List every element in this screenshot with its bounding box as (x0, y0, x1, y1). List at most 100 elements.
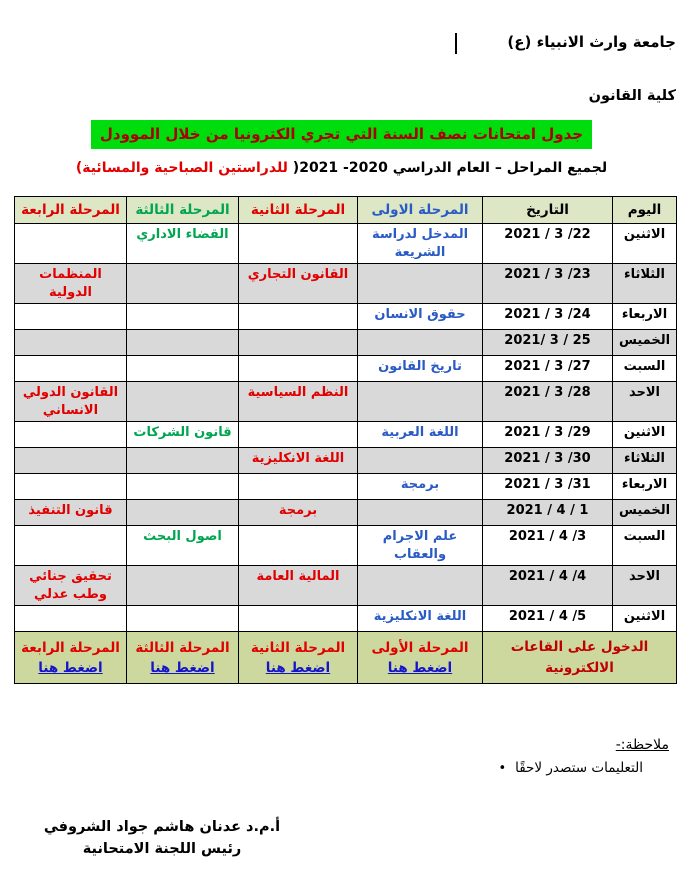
note-text: التعليمات ستصدر لاحقًا (515, 760, 643, 776)
footer-stage-label: المرحلة الثالثة (135, 639, 230, 656)
subject-cell-stage1: اللغة العربية (357, 421, 483, 449)
subject-cell-stage2 (238, 525, 358, 567)
footer-stage-label: المرحلة الرابعة (21, 639, 120, 656)
footer-stage-cell-1: المرحلة الأولى اضغط هنا (357, 631, 483, 684)
table-row: الاحد 4/ 4 / 2021 المالية العامة تحقيق جنائ… (14, 565, 677, 607)
subject-cell-stage3 (126, 381, 239, 423)
day-cell: الاربعاء (612, 303, 677, 331)
date-cell: 30/ 3 / 2021 (482, 447, 613, 475)
subject-cell-stage2: النظم السياسية (238, 381, 358, 423)
document-title-wrap: جدول امتحانات نصف السنة التي تجري الكترو… (0, 120, 683, 149)
subject-cell-stage2 (238, 329, 358, 357)
column-header-5: المرحلة الرابعة (14, 196, 127, 224)
subject-cell-stage2: القانون التجاري (238, 263, 358, 305)
click-here-link-stage2[interactable]: اضغط هنا (265, 659, 331, 676)
table-row: السبت 27/ 3 / 2021 تاريخ القانون (14, 355, 677, 383)
exam-schedule-table: اليوم التاريخ المرحلة الاولى المرحلة الثاني… (14, 196, 677, 684)
table-header-row: اليوم التاريخ المرحلة الاولى المرحلة الثاني… (14, 196, 677, 224)
electronic-halls-label: الدخول على القاعات الالكترونية (482, 631, 677, 684)
subject-cell-stage1 (357, 565, 483, 607)
subject-cell-stage3 (126, 329, 239, 357)
subject-cell-stage4 (14, 473, 127, 501)
table-row: الخميس 1 / 4 / 2021 برمجة قانون التنفيذ (14, 499, 677, 527)
subject-cell-stage2: اللغة الانكليزية (238, 447, 358, 475)
table-row: الاحد 28/ 3 / 2021 النظم السياسية القانون ا… (14, 381, 677, 423)
day-cell: الاثنين (612, 421, 677, 449)
subject-cell-stage4: تحقيق جنائي وطب عدلي (14, 565, 127, 607)
subject-cell-stage4: المنظمات الدولية (14, 263, 127, 305)
subject-cell-stage2 (238, 473, 358, 501)
university-name: جامعة وارث الانبياء (ع) (507, 33, 676, 51)
page-title: جدول امتحانات نصف السنة التي تجري الكترو… (90, 120, 593, 149)
subject-cell-stage4 (14, 447, 127, 475)
subject-cell-stage3: القضاء الاداري (126, 222, 239, 265)
click-here-link-stage4[interactable]: اضغط هنا (38, 659, 103, 676)
subject-cell-stage1: اللغة الانكليزية (357, 605, 483, 633)
subject-cell-stage4 (14, 355, 127, 383)
subject-cell-stage3 (126, 303, 239, 331)
footer-stage-cell-4: المرحلة الرابعة اضغط هنا (14, 631, 127, 684)
date-cell: 1 / 4 / 2021 (482, 499, 613, 527)
table-row: السبت 3/ 4 / 2021 علم الاجرام والعقاب اصول … (14, 525, 677, 567)
click-here-link-stage3[interactable]: اضغط هنا (150, 659, 215, 676)
signature-name: أ.م.د عدنان هاشم جواد الشروفي (43, 819, 281, 835)
date-cell: 25 / 3 /2021 (482, 329, 613, 357)
table-row: الاثنين 29/ 3 / 2021 اللغة العربية قانون ال… (14, 421, 677, 449)
table-row: الاثنين 5/ 4 / 2021 اللغة الانكليزية (14, 605, 677, 633)
subject-cell-stage4: قانون التنفيذ (14, 499, 127, 527)
subtitle-red: للدراستين الصباحية والمسائية) (75, 160, 288, 176)
table-row: الاثنين 22/ 3 / 2021 المدخل لدراسة الشريعة… (14, 222, 677, 265)
click-here-link-stage1[interactable]: اضغط هنا (387, 659, 453, 676)
subject-cell-stage1 (357, 381, 483, 423)
column-header-3: المرحلة الثانية (238, 196, 358, 224)
subject-cell-stage4 (14, 525, 127, 567)
subject-cell-stage2 (238, 303, 358, 331)
subject-cell-stage2 (238, 605, 358, 633)
footer-stage-label: المرحلة الأولى (371, 639, 469, 656)
subject-cell-stage2 (238, 222, 358, 265)
subject-cell-stage1: تاريخ القانون (357, 355, 483, 383)
table-row: الاربعاء 24/ 3 / 2021 حقوق الانسان (14, 303, 677, 331)
date-cell: 28/ 3 / 2021 (482, 381, 613, 423)
signature-title: رئيس اللجنة الامتحانية (82, 841, 242, 858)
subject-cell-stage3 (126, 605, 239, 633)
note-item: • التعليمات ستصدر لاحقًا (498, 760, 643, 776)
subject-cell-stage1 (357, 447, 483, 475)
day-cell: الاحد (612, 565, 677, 607)
day-cell: الثلاثاء (612, 447, 677, 475)
subject-cell-stage3 (126, 499, 239, 527)
date-cell: 3/ 4 / 2021 (482, 525, 613, 567)
subject-cell-stage3: اصول البحث (126, 525, 239, 567)
subject-cell-stage3: قانون الشركات (126, 421, 239, 449)
subject-cell-stage2: برمجة (238, 499, 358, 527)
subject-cell-stage1: علم الاجرام والعقاب (357, 525, 483, 567)
note-heading: ملاحظة:- (615, 737, 669, 753)
date-cell: 31/ 3 / 2021 (482, 473, 613, 501)
day-cell: الخميس (612, 499, 677, 527)
column-header-0: اليوم (612, 196, 677, 224)
day-cell: الخميس (612, 329, 677, 357)
date-cell: 4/ 4 / 2021 (482, 565, 613, 607)
subject-cell-stage3 (126, 473, 239, 501)
subject-cell-stage1: برمجة (357, 473, 483, 501)
day-cell: الاثنين (612, 605, 677, 633)
date-cell: 5/ 4 / 2021 (482, 605, 613, 633)
day-cell: الاربعاء (612, 473, 677, 501)
date-cell: 27/ 3 / 2021 (482, 355, 613, 383)
subject-cell-stage1 (357, 263, 483, 305)
footer-row: الدخول على القاعات الالكترونية المرحلة ا… (14, 631, 677, 684)
day-cell: الاحد (612, 381, 677, 423)
footer-stage-cell-2: المرحلة الثانية اضغط هنا (238, 631, 358, 684)
column-header-4: المرحلة الثالثة (126, 196, 239, 224)
subject-cell-stage4: القانون الدولي الانساني (14, 381, 127, 423)
date-cell: 29/ 3 / 2021 (482, 421, 613, 449)
subject-cell-stage4 (14, 222, 127, 265)
subject-cell-stage3 (126, 447, 239, 475)
footer-stage-label: المرحلة الثانية (250, 639, 346, 656)
table-row: الخميس 25 / 3 /2021 (14, 329, 677, 357)
signature-block: أ.م.د عدنان هاشم جواد الشروفي رئيس اللجن… (32, 816, 292, 861)
notes-section: ملاحظة:- • التعليمات ستصدر لاحقًا (498, 737, 669, 776)
date-cell: 23/ 3 / 2021 (482, 263, 613, 305)
subject-cell-stage1: حقوق الانسان (357, 303, 483, 331)
college-name: كلية القانون (588, 88, 676, 104)
